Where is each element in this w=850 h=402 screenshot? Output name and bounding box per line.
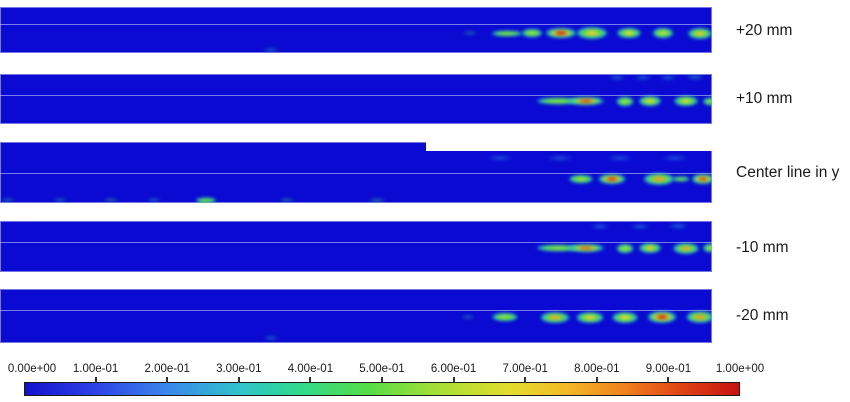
colorbar-tick-label: 3.00e-01 bbox=[216, 363, 262, 375]
heat-blob bbox=[657, 74, 679, 81]
heat-blob bbox=[543, 154, 577, 162]
heat-blob bbox=[615, 242, 635, 254]
colorbar-tick-label: 5.00e-01 bbox=[359, 363, 405, 375]
colorbar-tick bbox=[452, 377, 455, 383]
heatmap-strip-4 bbox=[0, 221, 712, 272]
heat-blob bbox=[672, 95, 700, 107]
heat-blob bbox=[365, 196, 389, 203]
strip-centerline bbox=[0, 95, 712, 96]
colorbar-tick bbox=[667, 377, 670, 383]
colorbar-tick bbox=[381, 377, 383, 383]
heat-blob bbox=[683, 74, 707, 81]
heat-blob bbox=[50, 197, 70, 203]
heat-blob bbox=[459, 314, 477, 320]
strip-label-2: +10 mm bbox=[736, 90, 793, 107]
colorbar-tick bbox=[309, 377, 312, 383]
heat-blob bbox=[100, 197, 122, 203]
colorbar-tick-label: 1.00e+00 bbox=[715, 363, 765, 375]
heatmap-strip-2 bbox=[0, 74, 712, 124]
heat-blob bbox=[671, 241, 701, 255]
heat-blob bbox=[261, 335, 281, 341]
heat-blob bbox=[574, 310, 606, 324]
heat-blob bbox=[533, 97, 583, 105]
heat-blob bbox=[520, 28, 544, 38]
heat-blob bbox=[628, 222, 652, 230]
heat-blob bbox=[276, 197, 298, 203]
heat-blob bbox=[0, 197, 18, 203]
strip-label-4: -10 mm bbox=[736, 239, 789, 256]
strip-label-3: Center line in y bbox=[736, 164, 840, 181]
colorbar-tick-label: 8.00e-01 bbox=[574, 363, 620, 375]
heat-blob bbox=[686, 26, 712, 40]
heat-blob bbox=[615, 95, 635, 107]
heat-blob bbox=[543, 27, 579, 39]
heat-blob bbox=[603, 154, 637, 162]
heat-blob bbox=[596, 173, 628, 185]
heat-blob bbox=[460, 30, 480, 36]
heat-blob bbox=[637, 95, 663, 107]
heat-blob bbox=[260, 47, 282, 53]
heat-blob bbox=[690, 173, 712, 185]
colorbar-tick bbox=[237, 377, 240, 383]
heat-blob bbox=[637, 242, 663, 254]
colorbar-tick-label: 9.00e-01 bbox=[645, 363, 692, 375]
colorbar-tick-label: 7.00e-01 bbox=[502, 363, 548, 375]
strip-label-1: +20 mm bbox=[736, 22, 793, 39]
colorbar-tick-label: 2.00e-01 bbox=[144, 363, 190, 375]
heat-blob bbox=[658, 154, 692, 162]
heat-blob bbox=[671, 176, 691, 182]
heat-blob bbox=[645, 310, 679, 324]
heatmap-strip-3 bbox=[0, 142, 712, 203]
heat-blob bbox=[565, 243, 607, 253]
heat-blob bbox=[651, 27, 675, 39]
heat-blob bbox=[567, 174, 595, 184]
heat-blob bbox=[702, 243, 712, 253]
colorbar-gradient bbox=[24, 382, 740, 396]
heat-blob bbox=[483, 154, 517, 162]
strip-centerline bbox=[0, 242, 712, 243]
heat-blob bbox=[144, 197, 164, 203]
colorbar-tick bbox=[524, 377, 527, 383]
heat-blob bbox=[565, 96, 607, 106]
heat-blob bbox=[684, 310, 712, 324]
colorbar-tick-label: 6.00e-01 bbox=[430, 363, 477, 375]
heat-blob bbox=[489, 29, 525, 37]
heat-blob bbox=[606, 74, 628, 81]
colorbar-tick-label: 1.00e-01 bbox=[72, 363, 119, 375]
heat-blob bbox=[538, 310, 572, 324]
heat-blob bbox=[615, 27, 643, 39]
strip-centerline bbox=[0, 24, 712, 25]
colorbar-tick-label: 0.00e+00 bbox=[7, 363, 57, 375]
colorbar-tick bbox=[166, 377, 169, 383]
colorbar-tick-label: 4.00e-01 bbox=[287, 363, 334, 375]
heat-blob bbox=[665, 222, 691, 230]
heat-blob bbox=[574, 26, 610, 40]
colorbar-tick bbox=[94, 377, 97, 383]
strip-centerline bbox=[0, 173, 712, 174]
heatmap-strip-1 bbox=[0, 7, 712, 53]
heat-blob bbox=[641, 172, 677, 186]
heat-blob bbox=[702, 96, 712, 106]
heat-blob bbox=[490, 312, 520, 322]
strip-label-5: -20 mm bbox=[736, 307, 789, 324]
heat-blob bbox=[632, 74, 654, 81]
heat-blob bbox=[610, 310, 640, 324]
heat-blob bbox=[194, 196, 218, 203]
heat-blob bbox=[533, 244, 583, 252]
colorbar-tick bbox=[595, 377, 598, 383]
heatmap-strip-5 bbox=[0, 289, 712, 343]
strip-centerline bbox=[0, 310, 712, 311]
heat-blob bbox=[588, 222, 612, 230]
